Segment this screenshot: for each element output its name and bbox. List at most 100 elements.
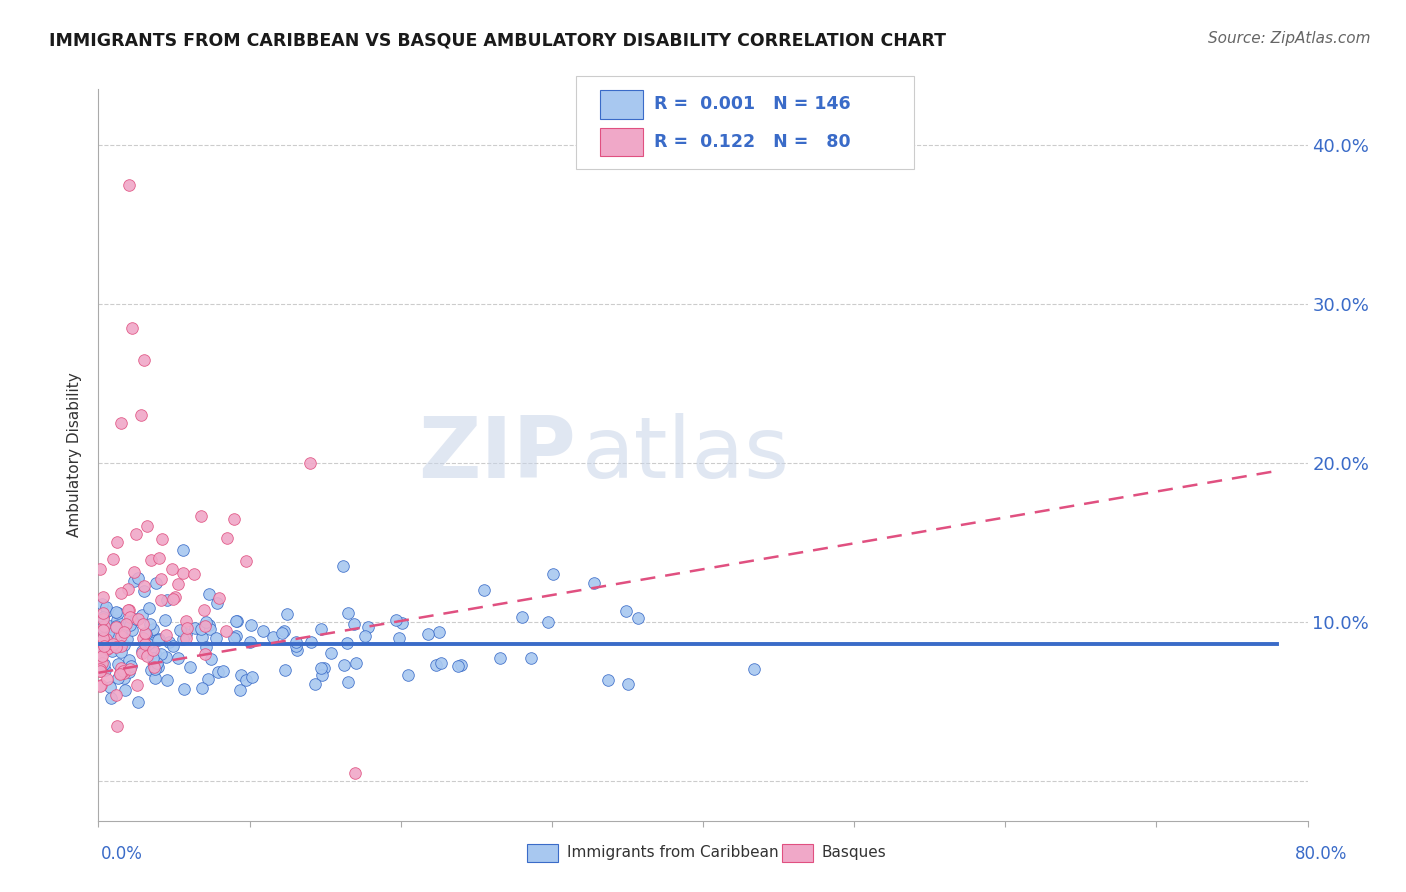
Point: [319, 646, 342, 660]
Point: [276, 607, 298, 621]
Point: [141, 651, 163, 665]
Point: [224, 511, 246, 525]
Point: [418, 627, 440, 641]
Point: [146, 660, 169, 674]
Point: [174, 627, 197, 641]
Point: [194, 619, 217, 633]
Point: [90, 660, 112, 674]
Text: atlas: atlas: [582, 413, 790, 497]
Point: [284, 639, 307, 653]
Point: [194, 615, 217, 630]
Point: [120, 658, 142, 673]
Point: [222, 631, 245, 645]
Point: [91, 610, 114, 624]
Point: [136, 648, 159, 663]
Point: [240, 618, 263, 632]
Point: [398, 668, 420, 682]
Point: [135, 519, 157, 533]
Point: [90, 643, 112, 657]
Point: [90, 656, 112, 670]
Point: [166, 577, 188, 591]
Point: [96, 672, 118, 686]
Point: [115, 616, 138, 631]
Point: [121, 614, 143, 628]
Point: [146, 656, 169, 670]
Point: [97, 641, 120, 656]
Point: [207, 665, 229, 679]
Point: [150, 572, 173, 586]
Point: [163, 590, 186, 604]
Point: [391, 615, 413, 630]
Point: [101, 644, 124, 658]
Point: [138, 600, 160, 615]
Point: [111, 664, 134, 678]
Point: [107, 672, 129, 686]
Point: [90, 678, 112, 692]
Point: [104, 605, 127, 619]
Point: [333, 657, 356, 672]
Point: [98, 619, 121, 633]
Point: [229, 683, 252, 698]
Point: [472, 582, 495, 597]
Point: [197, 673, 219, 687]
Point: [543, 566, 565, 581]
Point: [240, 670, 263, 684]
Text: Source: ZipAtlas.com: Source: ZipAtlas.com: [1208, 31, 1371, 46]
Point: [121, 320, 143, 334]
Point: [142, 634, 165, 648]
Point: [118, 602, 141, 616]
Point: [93, 606, 115, 620]
Point: [271, 625, 294, 640]
Point: [108, 666, 131, 681]
Point: [89, 665, 111, 679]
Point: [336, 606, 359, 620]
Point: [132, 632, 155, 646]
Point: [262, 630, 284, 644]
Point: [157, 635, 180, 649]
Point: [115, 632, 138, 646]
Point: [132, 617, 155, 632]
Point: [287, 642, 309, 657]
Point: [118, 617, 141, 632]
Point: [127, 695, 149, 709]
Point: [89, 665, 111, 679]
Point: [198, 586, 221, 600]
Point: [172, 632, 194, 646]
Point: [174, 632, 197, 646]
Point: [273, 624, 295, 638]
Point: [124, 574, 146, 589]
Point: [129, 408, 152, 422]
Point: [89, 641, 111, 656]
Point: [148, 551, 170, 566]
Point: [344, 766, 367, 780]
Point: [146, 632, 169, 647]
Point: [132, 352, 155, 367]
Point: [156, 673, 179, 688]
Point: [125, 612, 148, 626]
Point: [742, 662, 765, 676]
Point: [89, 562, 111, 576]
Point: [153, 614, 176, 628]
Point: [127, 571, 149, 585]
Point: [198, 618, 221, 632]
Point: [104, 620, 127, 634]
Point: [136, 637, 159, 651]
Text: Immigrants from Caribbean: Immigrants from Caribbean: [567, 846, 779, 860]
Point: [104, 688, 127, 702]
Point: [105, 619, 128, 633]
Point: [134, 637, 156, 651]
Point: [520, 650, 543, 665]
Point: [488, 650, 510, 665]
Point: [299, 635, 322, 649]
Point: [100, 690, 122, 705]
Point: [90, 597, 112, 611]
Point: [336, 636, 359, 650]
Point: [98, 681, 121, 695]
Point: [110, 629, 132, 643]
Text: IMMIGRANTS FROM CARIBBEAN VS BASQUE AMBULATORY DISABILITY CORRELATION CHART: IMMIGRANTS FROM CARIBBEAN VS BASQUE AMBU…: [49, 31, 946, 49]
Point: [193, 603, 215, 617]
Point: [139, 617, 162, 632]
Point: [105, 613, 128, 627]
Point: [107, 657, 129, 671]
Point: [235, 673, 257, 687]
